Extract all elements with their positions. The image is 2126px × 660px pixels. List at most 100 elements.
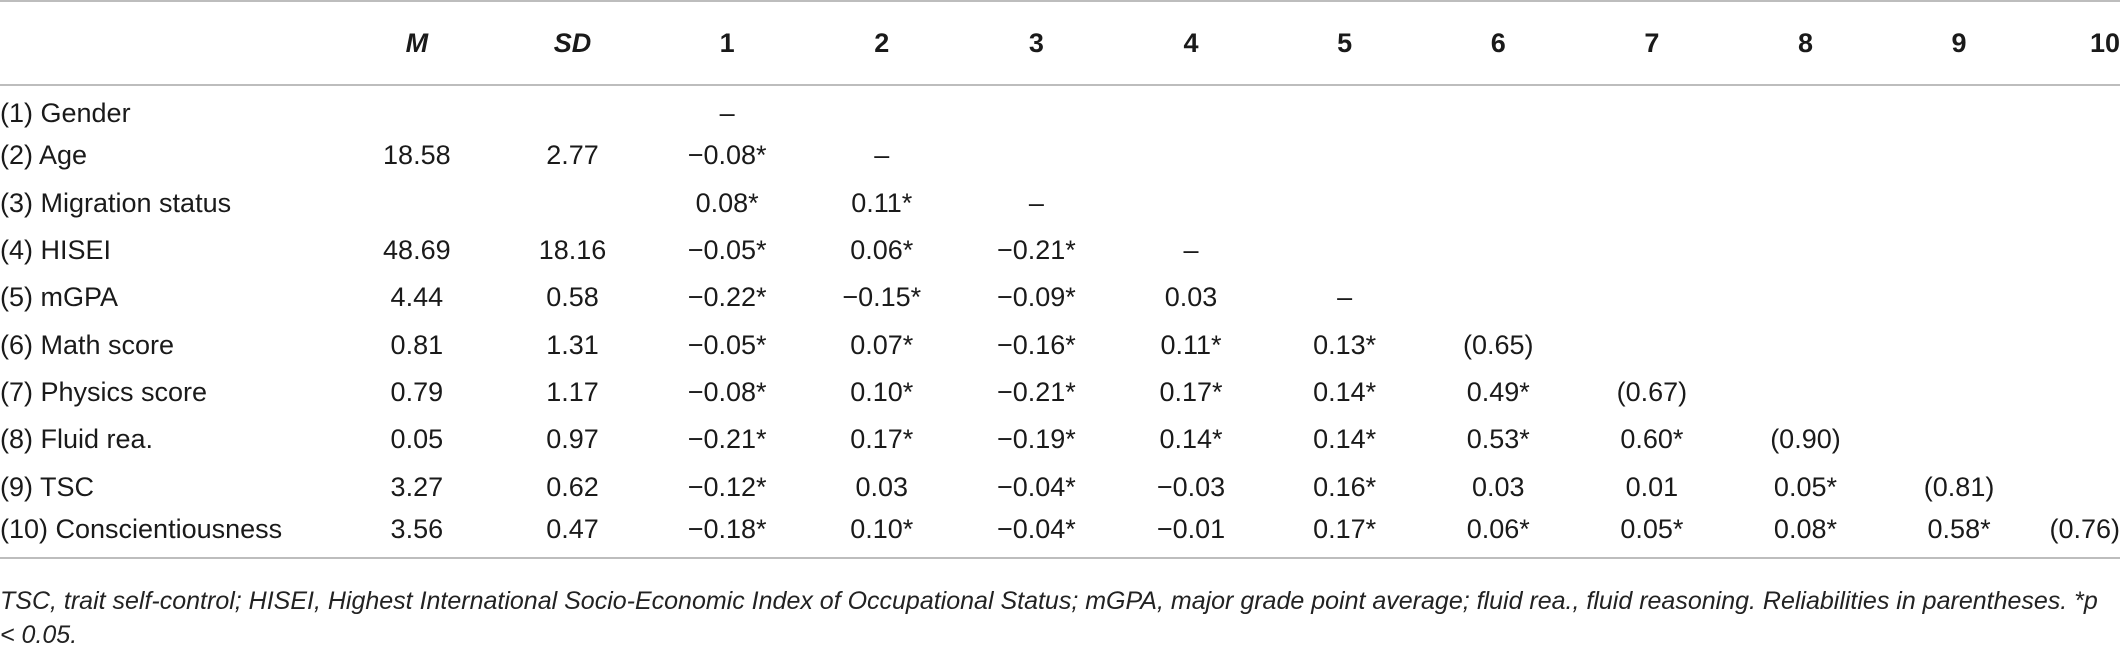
correlation-cell: 0.05*	[1773, 471, 1837, 502]
correlation-cell	[1729, 321, 1883, 368]
correlation-cell	[1882, 369, 2036, 416]
correlation-cell: (0.76)	[2035, 510, 2120, 559]
mean-cell: 0.81	[390, 329, 444, 360]
correlation-cell: 0.14*	[1313, 376, 1377, 407]
mean-cell: 3.27	[390, 471, 444, 502]
correlation-cell	[1114, 132, 1268, 179]
correlation-cell	[1421, 227, 1575, 274]
correlation-cell	[2036, 463, 2120, 510]
correlation-cell: 0.10*	[804, 510, 959, 559]
correlation-cell	[2036, 369, 2120, 416]
table-row: (3) Migration status 0.08* 0.11* –	[0, 180, 2120, 227]
correlation-cell	[1268, 85, 1422, 132]
sd-cell: 1.31	[546, 329, 599, 360]
correlation-cell: –	[1028, 187, 1044, 218]
correlation-cell	[1882, 180, 2036, 227]
correlation-cell: −0.22*	[687, 282, 767, 313]
correlation-cell: 0.11*	[1160, 329, 1222, 360]
correlation-cell	[1268, 227, 1422, 274]
correlation-cell	[1421, 180, 1575, 227]
correlation-cell	[1882, 227, 2036, 274]
correlation-cell	[1729, 274, 1883, 321]
correlation-cell: 0.49*	[1466, 376, 1530, 407]
correlation-cell	[2036, 180, 2120, 227]
correlation-cell: −0.05*	[687, 235, 767, 266]
correlation-cell: (0.90)	[1770, 424, 1841, 455]
correlation-cell: −0.01	[1114, 510, 1268, 559]
sd-cell	[496, 85, 650, 132]
variable-name-cell: (3) Migration status	[0, 187, 232, 218]
correlation-cell: 0.08*	[1728, 510, 1883, 559]
sd-cell: 0.62	[546, 471, 599, 502]
variable-name-cell: (10) Conscientiousness	[0, 510, 338, 559]
sd-cell: 0.58	[546, 282, 599, 313]
header-col-10: 10	[2035, 0, 2120, 86]
correlation-cell: 0.03	[1164, 282, 1218, 313]
table-row: (9) TSC 3.27 0.62 −0.12* 0.03 −0.04* −0.03 0.16…	[0, 463, 2120, 510]
correlation-cell	[1114, 85, 1268, 132]
header-col-5: 5	[1267, 0, 1422, 86]
table-footnote: TSC, trait self-control; HISEI, Highest …	[0, 587, 2098, 649]
correlation-cell	[1882, 274, 2036, 321]
sd-cell: 0.97	[546, 424, 599, 455]
header-col-9: 9	[1882, 0, 2036, 86]
correlation-cell: –	[1337, 282, 1353, 313]
header-mean: M	[337, 0, 496, 86]
header-col-8: 8	[1728, 0, 1883, 86]
header-variable	[0, 0, 338, 86]
correlation-cell	[1575, 274, 1729, 321]
correlation-cell	[805, 85, 959, 132]
correlation-cell: −0.21*	[687, 424, 767, 455]
correlation-cell: 0.14*	[1313, 424, 1377, 455]
correlation-cell	[1882, 85, 2036, 132]
variable-name-cell: (8) Fluid rea.	[0, 424, 154, 455]
correlation-cell	[1114, 180, 1268, 227]
mean-cell: 0.79	[390, 376, 444, 407]
correlation-cell	[1575, 321, 1729, 368]
correlation-cell: 0.01	[1625, 471, 1679, 502]
correlation-cell	[2036, 227, 2120, 274]
correlation-cell: (0.81)	[1923, 471, 1995, 502]
table-row: (1) Gender –	[0, 85, 2120, 132]
correlation-cell: 0.17*	[1159, 376, 1223, 407]
correlation-cell	[1575, 132, 1729, 179]
correlation-cell: 0.06*	[850, 235, 914, 266]
sd-cell	[496, 180, 650, 227]
correlation-cell: 0.58*	[1882, 510, 2036, 559]
correlation-cell	[1729, 180, 1883, 227]
mean-cell: 48.69	[383, 235, 451, 266]
header-sd: SD	[495, 0, 650, 86]
correlation-cell: 0.13*	[1313, 329, 1377, 360]
header-col-2: 2	[804, 0, 959, 86]
variable-name-cell: (6) Math score	[0, 329, 175, 360]
correlation-cell	[1421, 85, 1575, 132]
variable-name-cell: (5) mGPA	[0, 282, 119, 313]
correlation-cell: −0.05*	[687, 329, 767, 360]
correlation-cell: 0.17*	[850, 424, 914, 455]
correlation-cell	[2036, 416, 2120, 463]
correlation-cell: −0.08*	[687, 376, 767, 407]
correlation-cell	[1729, 227, 1883, 274]
correlation-cell: −0.16*	[996, 329, 1076, 360]
correlation-cell: 0.05*	[1575, 510, 1729, 559]
correlation-cell: 0.17*	[1267, 510, 1422, 559]
correlation-cell: –	[719, 97, 735, 128]
header-col-1: 1	[649, 0, 805, 86]
mean-cell: 4.44	[390, 282, 444, 313]
correlation-table: M SD 1 2 3 4 5 6 7 8 9 10 (1) Gender – (2)…	[0, 0, 2120, 559]
sd-cell: 18.16	[538, 235, 607, 266]
correlation-cell	[1421, 274, 1575, 321]
mean-cell: 18.58	[383, 140, 451, 171]
table-row: (6) Math score 0.81 1.31 −0.05* 0.07* −0.16* 0…	[0, 321, 2120, 368]
correlation-cell: 0.03	[855, 471, 909, 502]
correlation-cell	[1268, 132, 1422, 179]
correlation-cell	[2036, 274, 2120, 321]
correlation-cell: −0.09*	[996, 282, 1076, 313]
correlation-cell: (0.65)	[1462, 329, 1534, 360]
correlation-table-container: M SD 1 2 3 4 5 6 7 8 9 10 (1) Gender – (2)…	[0, 0, 2120, 559]
correlation-cell	[1882, 321, 2036, 368]
correlation-cell: −0.08*	[687, 140, 767, 171]
correlation-cell: 0.10*	[850, 376, 914, 407]
correlation-cell: −0.19*	[996, 424, 1076, 455]
correlation-cell: −0.12*	[687, 471, 767, 502]
